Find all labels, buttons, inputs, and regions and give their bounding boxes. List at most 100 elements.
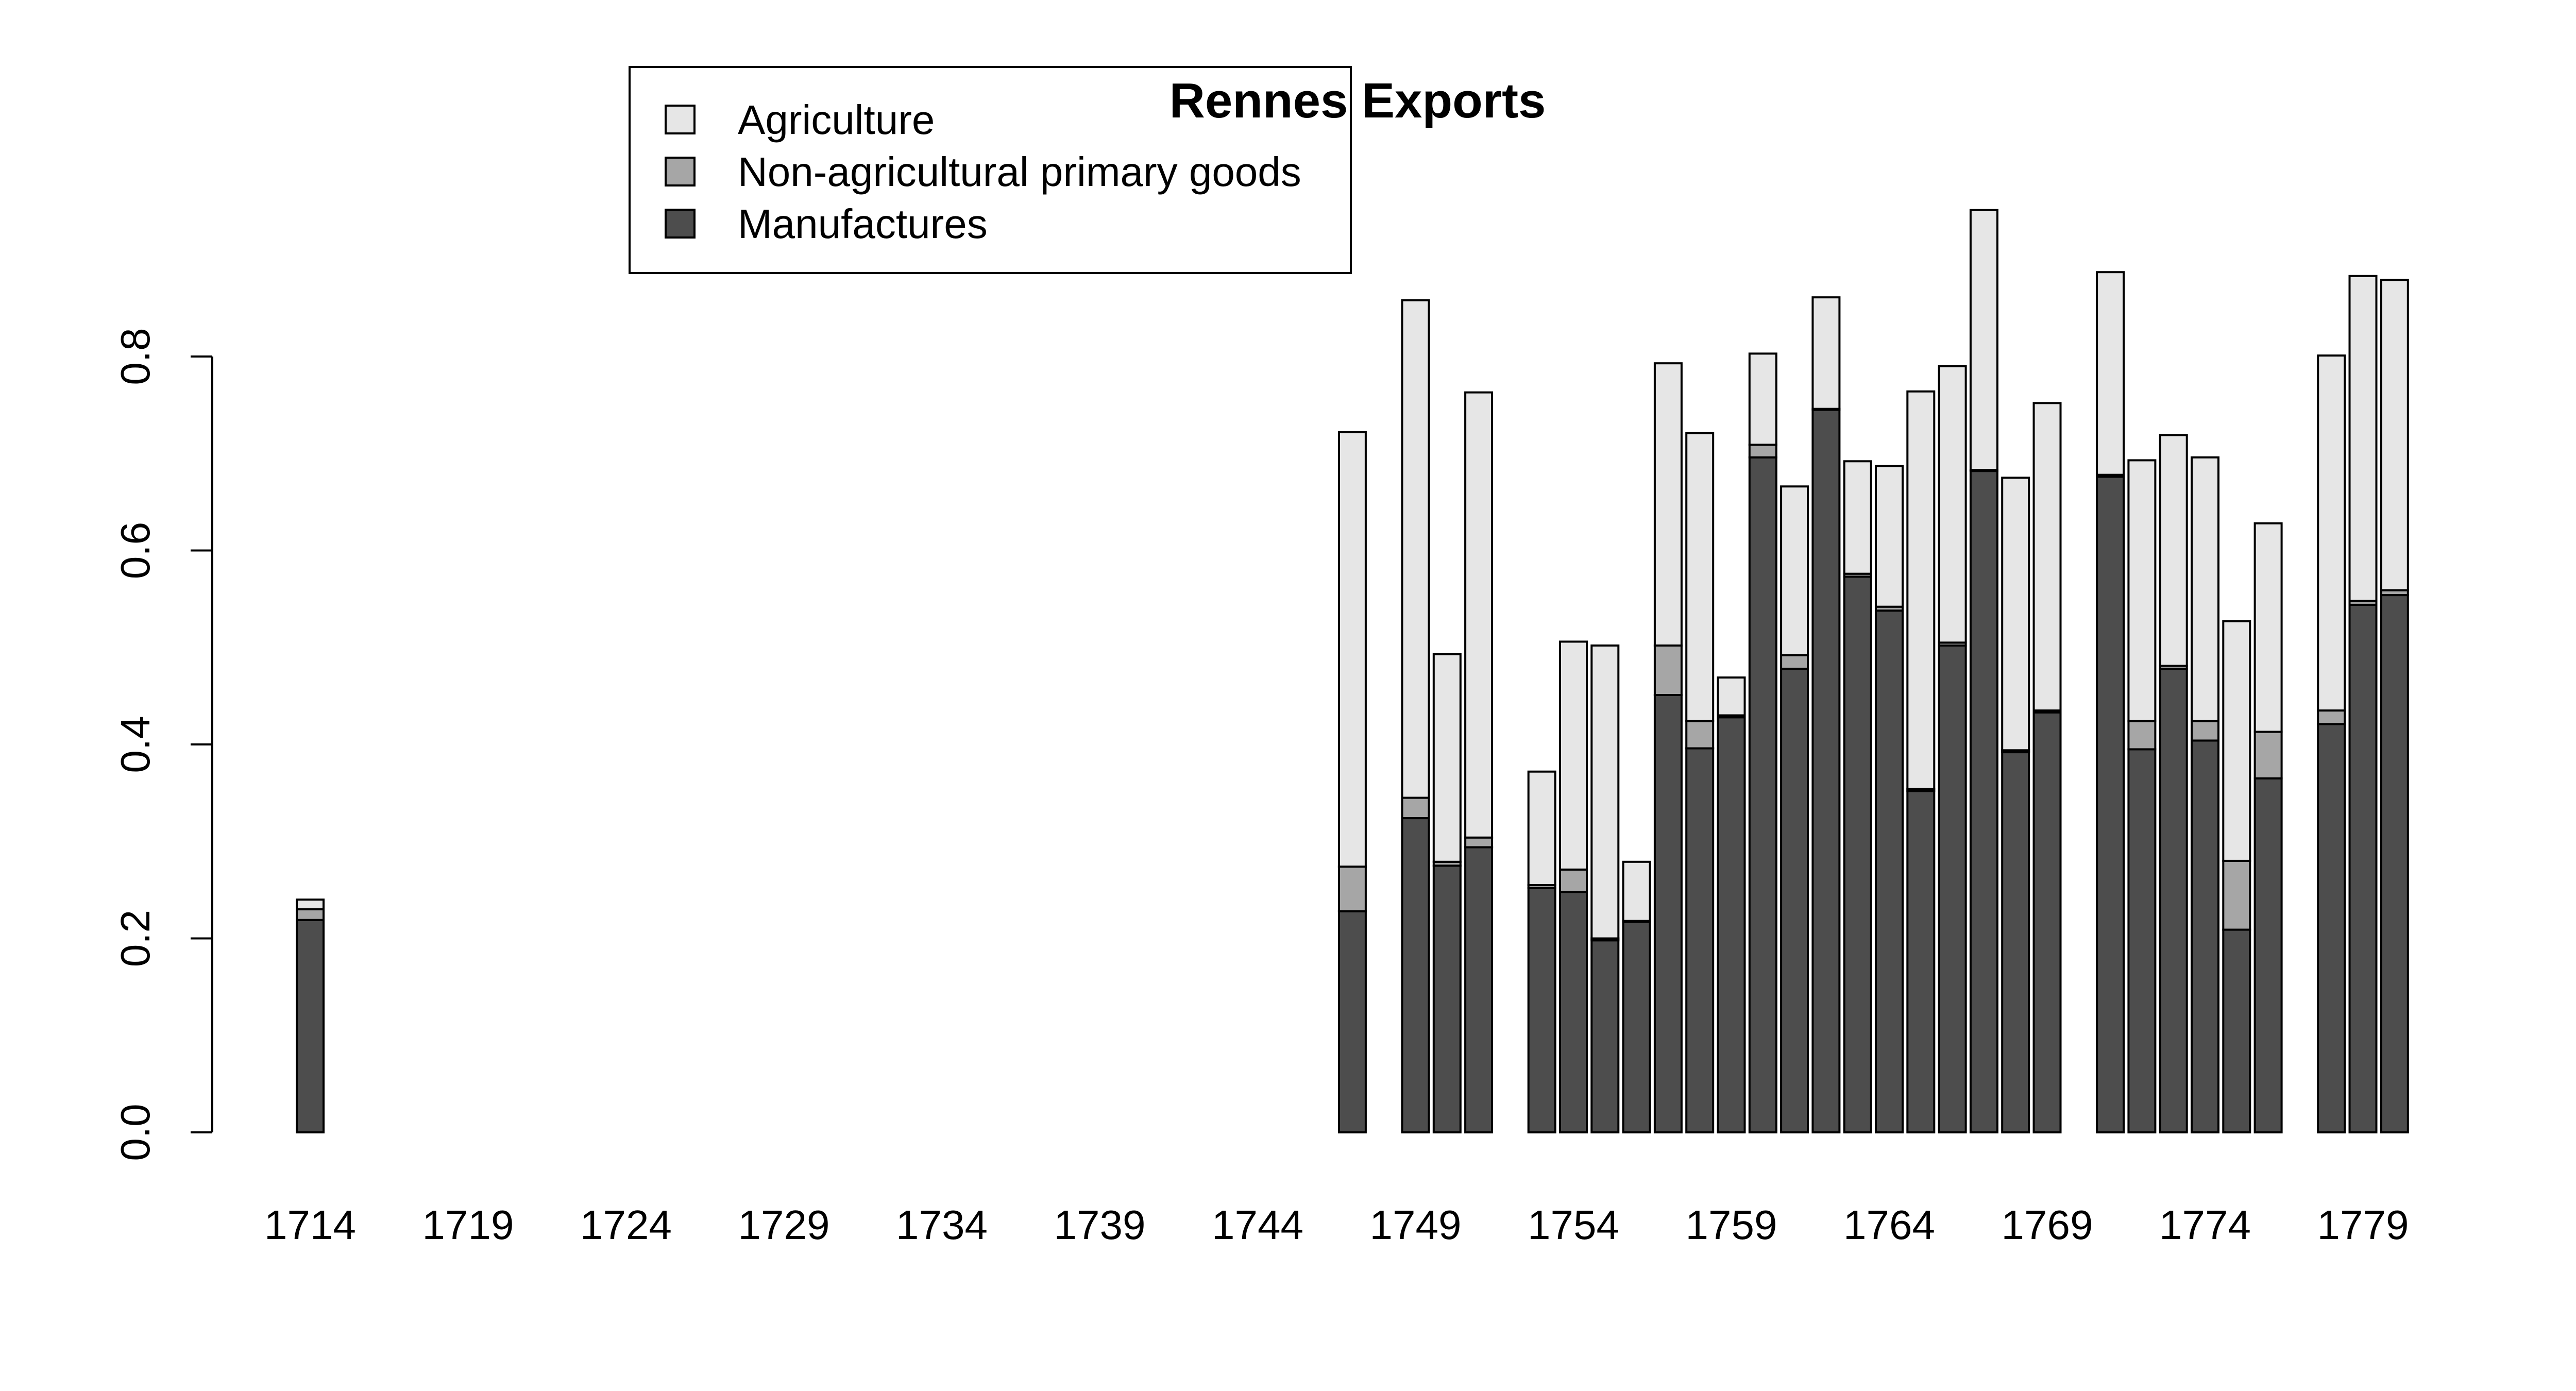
bar-segment-manufactures [1337, 910, 1367, 1134]
bar-stack-1759 [1717, 676, 1746, 1134]
bar-segment-manufactures [1559, 891, 1588, 1133]
y-tick-label: 0.8 [112, 328, 158, 385]
bar-stack-1760 [1748, 352, 1777, 1133]
bar-segment-agriculture [2348, 275, 2378, 602]
bar-segment-manufactures [296, 919, 325, 1134]
bar-stack-1771 [2096, 271, 2125, 1133]
bar-segment-non-agricultural-primary-goods [2253, 731, 2283, 779]
bar-segment-manufactures [1843, 575, 1872, 1133]
legend-swatch [665, 105, 696, 134]
bar-segment-agriculture [2317, 354, 2346, 712]
bar-stack-1714 [296, 898, 325, 1134]
bar-segment-agriculture [2253, 522, 2283, 733]
bar-segment-agriculture [1464, 391, 1494, 839]
bar-segment-manufactures [2096, 476, 2125, 1133]
x-tick-label: 1719 [422, 1202, 514, 1248]
x-tick-label: 1749 [1370, 1202, 1462, 1248]
y-axis: 0.0 0.2 0.4 0.6 0.8 [112, 328, 213, 1161]
bar-segment-agriculture [2159, 434, 2188, 667]
bar-segment-manufactures [1653, 693, 1683, 1134]
legend-swatch [665, 209, 696, 239]
bar-stack-1747 [1337, 431, 1367, 1134]
bar-segment-agriculture [1748, 352, 1777, 446]
bar-segment-agriculture [1527, 770, 1556, 886]
bar-stack-1767 [1969, 209, 1998, 1133]
bar-segment-non-agricultural-primary-goods [2317, 709, 2346, 725]
bar-stack-1774 [2191, 456, 2219, 1133]
bar-segment-non-agricultural-primary-goods [1464, 836, 1494, 849]
bar-stack-1776 [2253, 522, 2283, 1133]
bar-stack-1778 [2317, 354, 2346, 1133]
bar-stack-1750 [1432, 653, 1462, 1133]
bar-segment-manufactures [2253, 777, 2283, 1133]
bar-stack-1761 [1780, 485, 1809, 1134]
legend: Agriculture Non-agricultural primary good… [629, 66, 1352, 274]
bar-stack-1765 [1906, 390, 1936, 1133]
bar-segment-non-agricultural-primary-goods [1337, 866, 1367, 912]
bar-segment-manufactures [1875, 609, 1904, 1133]
x-tick-label: 1759 [1686, 1202, 1777, 1248]
x-axis: 1714 1719 1724 1729 1734 1739 1744 1749 1754 1759… [264, 1202, 2409, 1248]
y-tick-label: 0.6 [112, 522, 158, 579]
bar-segment-manufactures [1401, 817, 1430, 1133]
x-tick-label: 1774 [2159, 1202, 2251, 1248]
bar-segment-manufactures [1906, 790, 1936, 1133]
bar-segment-agriculture [1432, 653, 1462, 863]
bar-segment-manufactures [1464, 846, 1494, 1134]
x-tick-label: 1769 [2002, 1202, 2093, 1248]
bar-segment-agriculture [1717, 676, 1746, 717]
bar-segment-agriculture [2096, 271, 2125, 476]
bar-segment-agriculture [2380, 279, 2409, 591]
bar-stack-1757 [1653, 362, 1683, 1134]
bar-segment-agriculture [2127, 459, 2157, 722]
legend-box [629, 66, 1352, 274]
bar-segment-manufactures [2348, 603, 2378, 1133]
bar-segment-manufactures [2127, 748, 2157, 1133]
bar-segment-non-agricultural-primary-goods [2222, 859, 2251, 931]
bar-segment-agriculture [1622, 860, 1651, 922]
bar-segment-non-agricultural-primary-goods [2127, 720, 2157, 751]
bar-segment-manufactures [1622, 921, 1651, 1134]
bar-segment-manufactures [1811, 409, 1841, 1133]
bar-segment-agriculture [1969, 209, 1998, 471]
bar-segment-manufactures [1938, 644, 1967, 1133]
bar-segment-manufactures [2380, 594, 2409, 1133]
bar-stack-1763 [1843, 460, 1872, 1133]
bars-group [296, 209, 2409, 1134]
bar-stack-1768 [2001, 477, 2030, 1134]
bar-stack-1769 [2032, 402, 2062, 1133]
bar-segment-agriculture [1559, 640, 1588, 871]
bar-segment-manufactures [1527, 887, 1556, 1133]
x-tick-label: 1729 [738, 1202, 830, 1248]
bar-segment-non-agricultural-primary-goods [1685, 720, 1715, 750]
x-tick-label: 1714 [264, 1202, 356, 1248]
bar-segment-agriculture [1590, 644, 1620, 940]
bar-stack-1773 [2159, 434, 2188, 1134]
bar-segment-agriculture [1875, 465, 1904, 608]
bar-segment-agriculture [1653, 362, 1683, 647]
bar-segment-manufactures [2159, 668, 2188, 1134]
bar-segment-agriculture [1811, 296, 1841, 410]
bar-segment-non-agricultural-primary-goods [1748, 444, 1777, 459]
x-tick-label: 1779 [2317, 1202, 2409, 1248]
legend-label: Non-agricultural primary goods [738, 149, 1301, 195]
bar-segment-manufactures [2001, 751, 2030, 1134]
bar-segment-manufactures [1432, 864, 1462, 1133]
legend-swatch [665, 157, 696, 186]
bar-stack-1754 [1559, 640, 1588, 1133]
bar-segment-manufactures [1969, 470, 1998, 1133]
bar-stack-1751 [1464, 391, 1494, 1134]
bar-segment-agriculture [2222, 620, 2251, 862]
bar-stack-1779 [2348, 275, 2378, 1133]
x-tick-label: 1724 [580, 1202, 672, 1248]
x-tick-label: 1764 [1843, 1202, 1935, 1248]
bar-stack-1753 [1527, 770, 1556, 1133]
bar-stack-1775 [2222, 620, 2251, 1133]
bar-segment-manufactures [1780, 668, 1809, 1134]
bar-segment-agriculture [1337, 431, 1367, 868]
bar-segment-agriculture [296, 898, 325, 911]
bar-segment-non-agricultural-primary-goods [1559, 868, 1588, 893]
bar-segment-non-agricultural-primary-goods [2191, 720, 2219, 742]
bar-segment-non-agricultural-primary-goods [1653, 644, 1683, 696]
